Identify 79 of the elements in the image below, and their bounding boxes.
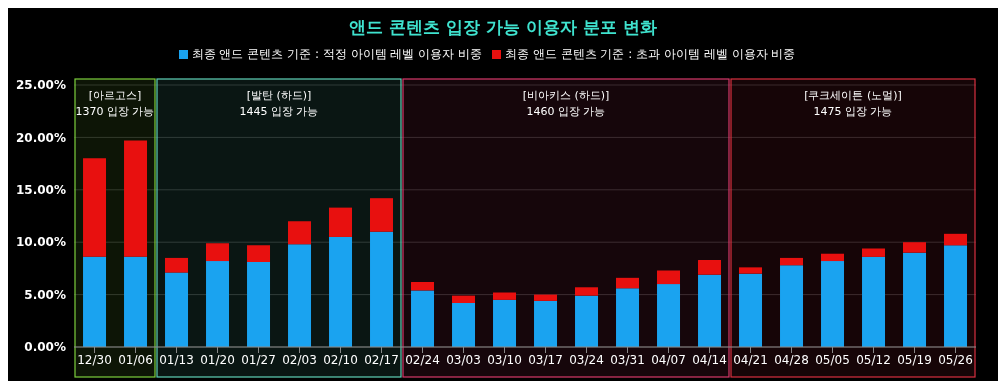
bar bbox=[698, 260, 722, 275]
y-tick-label: 15.00% bbox=[16, 183, 66, 198]
bar bbox=[780, 265, 804, 347]
x-tick-label: 04/28 bbox=[774, 352, 809, 367]
bar bbox=[657, 284, 681, 347]
x-tick-label: 04/07 bbox=[651, 352, 686, 367]
band-label: [비아키스 (하드)] 1460 입장 가능 bbox=[522, 89, 610, 118]
bar bbox=[862, 256, 886, 347]
bar bbox=[739, 273, 763, 347]
bar bbox=[411, 290, 435, 347]
y-tick-label: 5.00% bbox=[24, 287, 66, 302]
bar bbox=[329, 207, 353, 237]
x-tick-label: 03/24 bbox=[569, 352, 604, 367]
y-tick-label: 10.00% bbox=[16, 235, 66, 250]
bar bbox=[370, 198, 394, 232]
x-tick-label: 04/14 bbox=[692, 352, 727, 367]
bar bbox=[288, 244, 312, 347]
x-tick-label: 01/13 bbox=[159, 352, 194, 367]
bar bbox=[165, 272, 189, 347]
band-label: [아르고스] 1370 입장 가능 bbox=[75, 89, 155, 118]
bar bbox=[616, 277, 640, 289]
x-tick-label: 04/21 bbox=[733, 352, 768, 367]
bar bbox=[206, 261, 230, 347]
x-tick-label: 01/06 bbox=[118, 352, 153, 367]
bar bbox=[534, 300, 558, 347]
x-tick-label: 05/05 bbox=[815, 352, 850, 367]
y-tick-label: 20.00% bbox=[16, 130, 66, 145]
bar bbox=[452, 295, 476, 303]
x-tick-label: 01/27 bbox=[241, 352, 276, 367]
x-tick-label: 03/31 bbox=[610, 352, 645, 367]
x-tick-label: 05/12 bbox=[856, 352, 891, 367]
bar bbox=[493, 292, 517, 300]
x-tick-label: 02/03 bbox=[282, 352, 317, 367]
bar bbox=[493, 299, 517, 347]
bar bbox=[452, 302, 476, 347]
bar bbox=[288, 221, 312, 245]
bar bbox=[903, 242, 927, 253]
bar bbox=[534, 294, 558, 301]
legend-label: 최종 앤드 콘텐츠 기준 : 초과 아이템 레벨 이용자 비중 bbox=[505, 47, 796, 61]
bar bbox=[329, 236, 353, 347]
x-tick-label: 02/17 bbox=[364, 352, 399, 367]
chart-title: 앤드 콘텐츠 입장 가능 이용자 분포 변화 bbox=[348, 16, 658, 39]
bar bbox=[411, 282, 435, 291]
bar bbox=[944, 233, 968, 246]
x-tick-label: 03/17 bbox=[528, 352, 563, 367]
bar bbox=[616, 288, 640, 347]
legend-label: 최종 앤드 콘텐츠 기준 : 적정 아이템 레벨 이용자 비중 bbox=[191, 47, 482, 61]
bar bbox=[124, 140, 148, 257]
x-tick-label: 12/30 bbox=[77, 352, 112, 367]
bar bbox=[206, 243, 230, 262]
bar bbox=[247, 245, 271, 263]
bar bbox=[903, 252, 927, 347]
bar bbox=[575, 287, 599, 296]
band-label: [쿠크세이튼 (노멀)] 1475 입장 가능 bbox=[804, 89, 902, 118]
x-tick-label: 02/10 bbox=[323, 352, 358, 367]
x-tick-label: 05/26 bbox=[938, 352, 973, 367]
bar bbox=[247, 262, 271, 347]
x-tick-label: 05/19 bbox=[897, 352, 932, 367]
bar bbox=[821, 253, 845, 262]
bar bbox=[780, 257, 804, 266]
bar bbox=[862, 248, 886, 257]
bar bbox=[165, 257, 189, 273]
x-tick-label: 03/03 bbox=[446, 352, 481, 367]
band-label: [발탄 (하드)] 1445 입장 가능 bbox=[239, 89, 319, 118]
bar bbox=[739, 267, 763, 274]
bar bbox=[83, 158, 107, 257]
y-tick-label: 0.00% bbox=[24, 340, 66, 355]
bar bbox=[821, 261, 845, 347]
bar bbox=[944, 245, 968, 347]
x-tick-label: 03/10 bbox=[487, 352, 522, 367]
bar bbox=[83, 256, 107, 347]
bar bbox=[657, 270, 681, 285]
y-tick-label: 25.00% bbox=[16, 78, 66, 93]
bar bbox=[575, 295, 599, 347]
bar bbox=[370, 231, 394, 347]
x-tick-label: 02/24 bbox=[405, 352, 440, 367]
bar bbox=[698, 274, 722, 347]
x-tick-label: 01/20 bbox=[200, 352, 235, 367]
bar bbox=[124, 256, 148, 347]
